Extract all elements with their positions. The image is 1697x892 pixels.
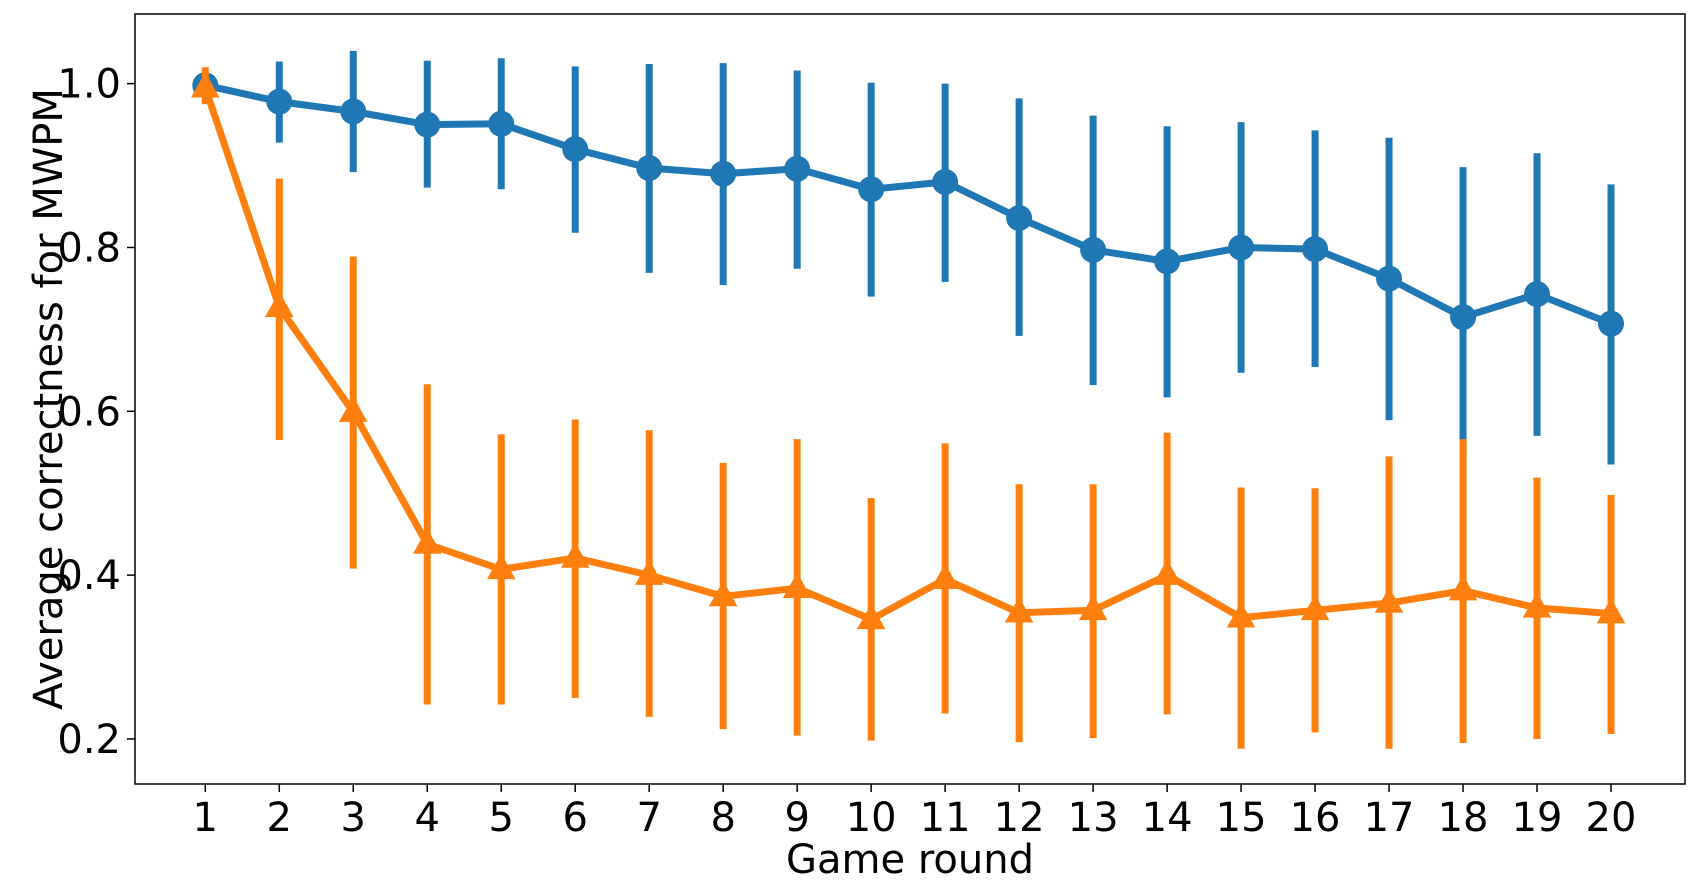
data-point — [708, 580, 738, 607]
x-tick-label: 12 — [994, 795, 1045, 841]
data-point — [191, 72, 220, 98]
data-point — [782, 572, 812, 598]
y-tick-label: 1.0 — [57, 62, 121, 108]
x-tick-label: 10 — [846, 795, 897, 841]
series-1 — [192, 50, 1625, 465]
series-layer — [191, 50, 1626, 749]
data-point — [635, 559, 664, 585]
x-tick-label: 7 — [636, 795, 661, 841]
x-tick-label: 18 — [1438, 795, 1489, 841]
data-point — [636, 155, 663, 181]
data-point — [414, 111, 441, 138]
data-point — [1078, 594, 1108, 621]
data-point — [266, 88, 293, 115]
x-tick-label: 9 — [784, 795, 809, 841]
y-tick-label: 0.8 — [57, 225, 121, 271]
x-tick-label: 15 — [1216, 795, 1267, 841]
data-point — [1524, 281, 1551, 308]
data-point — [858, 176, 885, 203]
x-tick-label: 11 — [920, 795, 971, 841]
data-point — [784, 155, 811, 182]
x-tick-label: 5 — [489, 795, 514, 841]
data-point — [1300, 594, 1330, 621]
data-point — [1374, 587, 1404, 613]
y-tick-label: 0.6 — [57, 389, 121, 435]
series-line — [201, 86, 1612, 623]
x-tick-label: 17 — [1364, 795, 1415, 841]
data-point — [413, 528, 442, 554]
data-point — [340, 98, 367, 125]
series-2 — [191, 67, 1626, 749]
x-tick-label: 19 — [1512, 795, 1563, 841]
x-tick-label: 2 — [267, 795, 292, 841]
y-axis-title: Average correctness for MWPM — [26, 88, 72, 710]
x-tick-label: 4 — [415, 795, 440, 841]
x-axis-title: Game round — [786, 837, 1034, 883]
data-point — [932, 168, 959, 195]
data-point — [1228, 234, 1255, 261]
x-tick-label: 13 — [1068, 795, 1119, 841]
data-point — [339, 396, 368, 422]
x-tick-label: 6 — [562, 795, 587, 841]
data-point — [487, 553, 516, 580]
data-point — [1598, 310, 1625, 337]
data-point — [930, 563, 960, 589]
data-point — [562, 136, 589, 163]
y-axis: 0.2 0.4 0.6 0.8 1.0 — [57, 62, 135, 763]
x-tick-label: 20 — [1586, 795, 1637, 841]
data-point — [1448, 574, 1478, 601]
x-tick-label: 3 — [341, 795, 366, 841]
data-point — [1152, 559, 1182, 585]
data-point — [1522, 592, 1552, 618]
data-point — [1004, 597, 1034, 623]
data-point — [1154, 248, 1181, 275]
data-point — [265, 291, 294, 317]
plot-frame — [134, 13, 1686, 785]
data-point — [488, 110, 515, 137]
x-tick-label: 1 — [193, 795, 218, 841]
data-point — [856, 603, 886, 630]
data-point — [710, 160, 737, 187]
data-point — [561, 542, 590, 568]
x-tick-label: 14 — [1142, 795, 1193, 841]
data-point — [1376, 265, 1403, 292]
x-tick-label: 16 — [1290, 795, 1341, 841]
data-point — [1006, 204, 1033, 231]
y-tick-label: 0.4 — [57, 553, 121, 599]
data-point — [1302, 236, 1329, 263]
x-axis: 1 2 3 4 5 6 7 8 9 10 11 12 13 14 15 16 17 18 19 20 — [193, 784, 1637, 841]
data-point — [1596, 597, 1626, 624]
x-tick-label: 8 — [710, 795, 735, 841]
data-point — [1450, 304, 1477, 331]
y-tick-label: 0.2 — [57, 717, 121, 763]
data-point — [1226, 602, 1256, 628]
data-point — [1080, 236, 1107, 263]
